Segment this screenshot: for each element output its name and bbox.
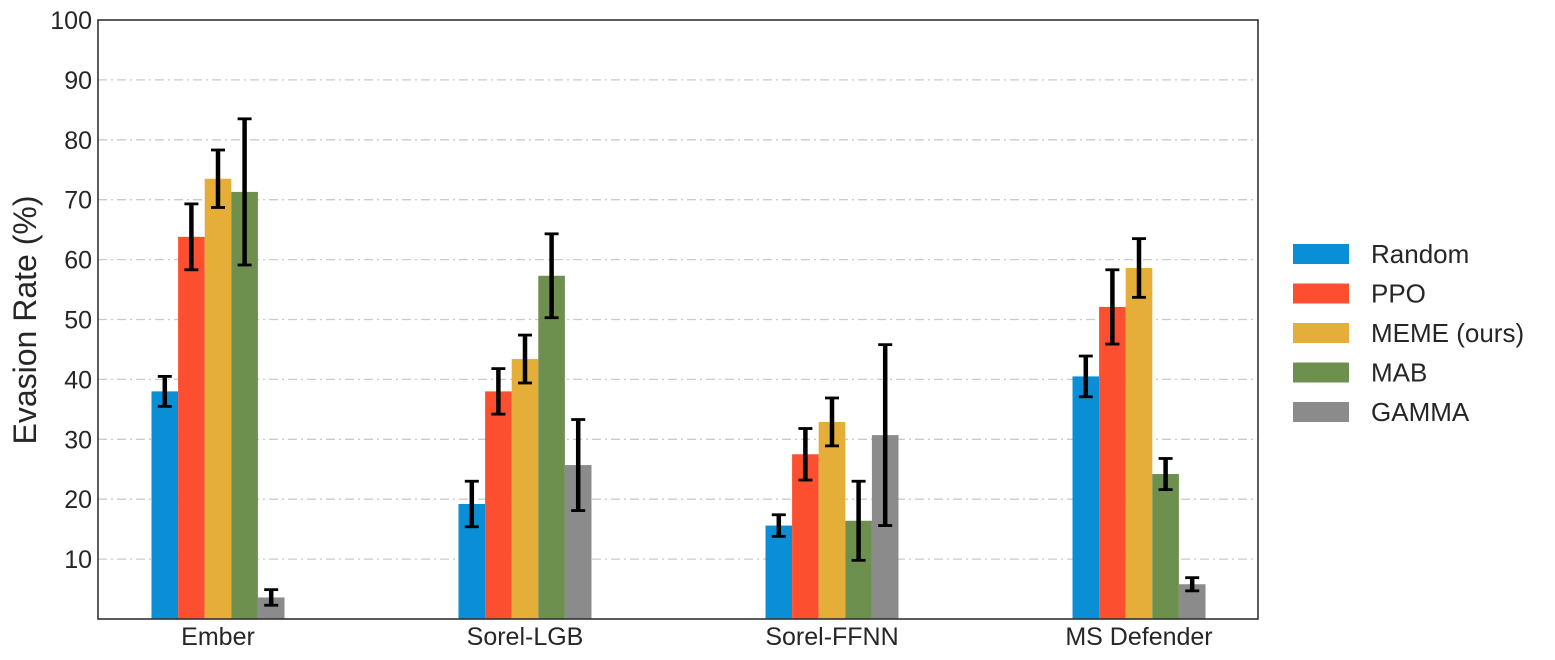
bar <box>792 454 819 619</box>
bar <box>1152 474 1179 619</box>
bar <box>1072 376 1100 619</box>
bar <box>765 525 793 619</box>
y-tick-label: 10 <box>64 546 92 574</box>
legend-label: Random <box>1371 239 1469 269</box>
legend-swatch <box>1293 323 1349 343</box>
error-bars <box>157 117 1200 607</box>
x-tick-labels: Ember Sorel-LGB Sorel-FFNN MS Defender <box>181 623 1212 651</box>
bar <box>204 178 232 620</box>
y-tick-label: 90 <box>64 67 92 95</box>
y-tick-label: 60 <box>64 247 92 275</box>
legend: Random PPO MEME (ours) MAB GAMMA <box>1293 239 1524 427</box>
y-tick-label: 30 <box>64 426 92 454</box>
y-tick-label: 80 <box>64 127 92 155</box>
bar <box>257 597 285 619</box>
bar <box>178 236 205 619</box>
bar <box>818 421 846 619</box>
legend-swatch <box>1293 244 1349 264</box>
legend-label: GAMMA <box>1371 397 1470 427</box>
y-tick-label: 70 <box>64 187 92 215</box>
legend-swatch <box>1293 362 1349 383</box>
bar <box>511 359 539 619</box>
x-tick-label: Ember <box>181 623 255 651</box>
y-tick-label: 40 <box>64 366 92 394</box>
bar <box>538 275 565 619</box>
legend-swatch <box>1293 283 1349 304</box>
y-axis-label: Evasion Rate (%) <box>7 196 43 445</box>
legend-swatch <box>1293 402 1349 422</box>
bar <box>1099 306 1126 619</box>
x-tick-label: Sorel-FFNN <box>765 623 898 651</box>
y-tick-label: 50 <box>64 307 92 335</box>
bars <box>151 178 1206 620</box>
plot-frame <box>97 19 1259 620</box>
bar <box>1125 267 1153 619</box>
gridlines <box>98 79 1258 560</box>
bar <box>485 391 512 619</box>
y-tick-label: 20 <box>64 486 92 514</box>
legend-label: MEME (ours) <box>1371 318 1524 348</box>
legend-label: MAB <box>1371 358 1427 388</box>
x-tick-label: Sorel-LGB <box>467 623 584 651</box>
bar <box>151 391 179 619</box>
y-tick-label: 100 <box>50 7 92 35</box>
legend-label: PPO <box>1371 279 1426 309</box>
x-tick-label: MS Defender <box>1065 623 1212 651</box>
y-tick-labels: 10 20 30 40 50 60 70 80 90 100 <box>50 7 92 574</box>
